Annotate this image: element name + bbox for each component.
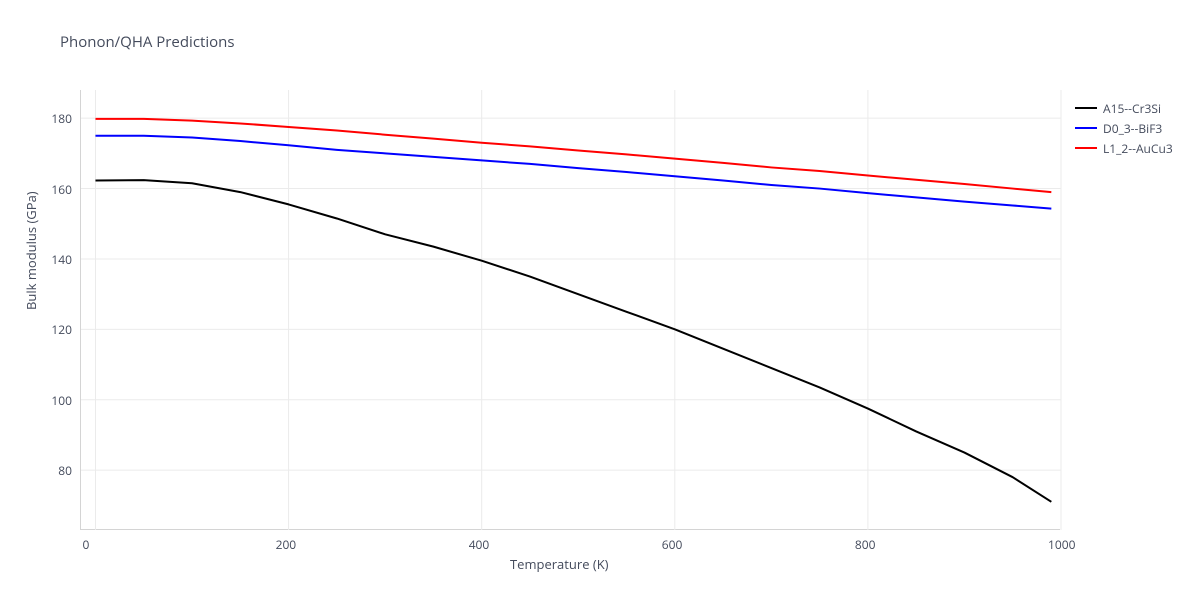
y-tick-label: 120 — [36, 321, 72, 338]
legend-swatch — [1075, 127, 1097, 129]
x-tick-label: 600 — [662, 536, 683, 553]
legend-label: D0_3--BiF3 — [1103, 120, 1162, 137]
x-tick-label: 1000 — [1048, 536, 1075, 553]
series-line[interactable] — [95, 136, 1051, 209]
chart-container: Phonon/QHA Predictions Bulk modulus (GPa… — [0, 0, 1200, 600]
y-tick-label: 180 — [36, 110, 72, 127]
plot-area — [80, 90, 1060, 530]
chart-title: Phonon/QHA Predictions — [60, 32, 235, 52]
y-tick-label: 100 — [36, 392, 72, 409]
x-axis-label: Temperature (K) — [510, 555, 609, 573]
y-tick-label: 160 — [36, 181, 72, 198]
legend-item[interactable]: A15--Cr3Si — [1075, 100, 1173, 116]
x-tick-label: 400 — [469, 536, 490, 553]
legend-swatch — [1075, 107, 1097, 109]
series-line[interactable] — [95, 119, 1051, 192]
lines-layer — [81, 90, 1061, 530]
legend-swatch — [1075, 147, 1097, 149]
legend: A15--Cr3Si D0_3--BiF3 L1_2--AuCu3 — [1075, 100, 1173, 160]
y-tick-label: 140 — [36, 251, 72, 268]
y-tick-label: 80 — [36, 462, 72, 479]
legend-label: A15--Cr3Si — [1103, 100, 1161, 117]
legend-label: L1_2--AuCu3 — [1103, 140, 1173, 157]
x-tick-label: 200 — [276, 536, 297, 553]
x-tick-label: 0 — [82, 536, 89, 553]
x-tick-label: 800 — [855, 536, 876, 553]
series-line[interactable] — [95, 180, 1051, 502]
legend-item[interactable]: L1_2--AuCu3 — [1075, 140, 1173, 156]
legend-item[interactable]: D0_3--BiF3 — [1075, 120, 1173, 136]
